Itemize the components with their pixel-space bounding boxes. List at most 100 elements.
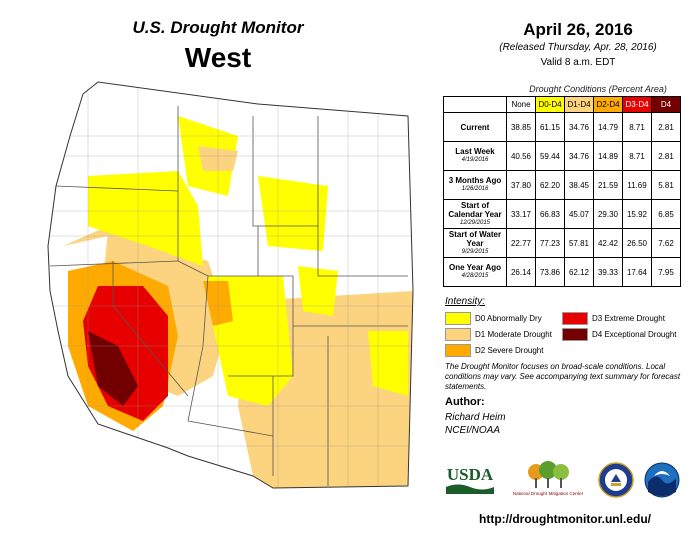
release-date: (Released Thursday, Apr. 28, 2016): [499, 42, 657, 53]
table-cell: 37.80: [506, 170, 536, 200]
author-org: NCEI/NOAA: [445, 425, 501, 436]
col-header: D4: [651, 96, 681, 113]
table-cell: 73.86: [535, 257, 565, 287]
legend-swatch: [445, 328, 471, 341]
table-cell: 42.42: [593, 228, 623, 258]
table-cell: 38.85: [506, 112, 536, 142]
legend-item-d0: D0 Abnormally Dry: [445, 312, 542, 325]
monitor-title: U.S. Drought Monitor: [132, 18, 304, 37]
legend-item-d4: D4 Exceptional Drought: [562, 328, 677, 341]
monitor-note: The Drought Monitor focuses on broad-sca…: [445, 362, 681, 391]
table-cell: 33.17: [506, 199, 536, 229]
table-cell: 5.81: [651, 170, 681, 200]
d0-oregon-area: [88, 171, 203, 266]
row-label: Start of Calendar Year 12/29/2015: [443, 199, 507, 229]
col-header: D0-D4: [535, 96, 565, 113]
table-cell: 40.56: [506, 141, 536, 171]
region-title: West: [184, 42, 252, 73]
legend-item-d3: D3 Extreme Drought: [562, 312, 665, 325]
row-label: Current: [443, 112, 507, 142]
table-cell: 15.92: [622, 199, 652, 229]
d0-colorado-area: [298, 266, 338, 316]
author-block: Richard Heim NCEI/NOAA: [445, 411, 506, 437]
table-row: Current 38.85 61.15 34.76 14.79 8.71 2.8…: [443, 112, 681, 142]
table-cell: 14.79: [593, 112, 623, 142]
table-cell: 11.69: [622, 170, 652, 200]
table-cell: 62.12: [564, 257, 594, 287]
table-cell: 34.76: [564, 112, 594, 142]
usda-logo-field: [446, 484, 494, 494]
table-cell: 77.23: [535, 228, 565, 258]
row-label: Start of Water Year 9/29/2015: [443, 228, 507, 258]
legend-item-d2: D2 Severe Drought: [445, 344, 543, 357]
table-cell: 6.85: [651, 199, 681, 229]
usda-logo-text: USDA: [447, 465, 494, 484]
d4-california-area: [88, 331, 138, 406]
author-heading: Author:: [445, 396, 485, 408]
drought-map: [47, 81, 414, 489]
table-row: 3 Months Ago 1/26/2016 37.80 62.20 38.45 …: [443, 170, 681, 200]
table-cell: 29.30: [593, 199, 623, 229]
conditions-table: None D0-D4 D1-D4 D2-D4 D3-D4 D4 Current …: [443, 96, 681, 287]
table-cell: 26.14: [506, 257, 536, 287]
website-link[interactable]: http://droughtmonitor.unl.edu/: [479, 512, 651, 526]
legend-item-d1: D1 Moderate Drought: [445, 328, 552, 341]
table-cell: 66.83: [535, 199, 565, 229]
table-cell: 7.95: [651, 257, 681, 287]
table-cell: 26.50: [622, 228, 652, 258]
table-cell: 14.89: [593, 141, 623, 171]
legend-label: D1 Moderate Drought: [475, 330, 552, 339]
map-date: April 26, 2016: [523, 20, 633, 39]
map-outline: [47, 81, 414, 489]
author-name: Richard Heim: [445, 412, 506, 423]
usda-logo: USDA: [446, 465, 494, 494]
col-header: D3-D4: [622, 96, 652, 113]
table-cell: 61.15: [535, 112, 565, 142]
table-cell: 45.07: [564, 199, 594, 229]
table-row: One Year Ago 4/28/2015 26.14 73.86 62.12 …: [443, 257, 681, 287]
noaa-logo-icon: [644, 462, 680, 498]
d0-oklahoma-area: [368, 331, 408, 396]
ndmc-tree-icon: [539, 461, 557, 479]
row-label: Last Week 4/19/2016: [443, 141, 507, 171]
table-row: Start of Calendar Year 12/29/2015 33.17 6…: [443, 199, 681, 229]
conditions-table-title: Drought Conditions (Percent Area): [529, 84, 667, 94]
table-cell: 59.44: [535, 141, 565, 171]
commerce-seal-icon: [598, 462, 634, 498]
ndmc-logo-text: National Drought Mitigation Center: [513, 491, 584, 496]
table-cell: 62.20: [535, 170, 565, 200]
table-cell: 57.81: [564, 228, 594, 258]
table-cell: 8.71: [622, 141, 652, 171]
col-header: D2-D4: [593, 96, 623, 113]
table-corner: [443, 96, 507, 113]
table-cell: 2.81: [651, 141, 681, 171]
legend-label: D3 Extreme Drought: [592, 314, 665, 323]
col-header: D1-D4: [564, 96, 594, 113]
legend-swatch: [445, 344, 471, 357]
table-cell: 38.45: [564, 170, 594, 200]
valid-time: Valid 8 a.m. EDT: [540, 57, 616, 68]
table-cell: 21.59: [593, 170, 623, 200]
legend-title: Intensity:: [445, 296, 486, 307]
table-cell: 34.76: [564, 141, 594, 171]
row-label: One Year Ago 4/28/2015: [443, 257, 507, 287]
legend-swatch: [562, 312, 588, 325]
legend-label: D4 Exceptional Drought: [592, 330, 677, 339]
d0-wyoming-area: [258, 176, 328, 251]
table-cell: 39.33: [593, 257, 623, 287]
legend-swatch: [445, 312, 471, 325]
table-cell: 7.62: [651, 228, 681, 258]
ndmc-logo: National Drought Mitigation Center: [513, 461, 584, 496]
table-row: Last Week 4/19/2016 40.56 59.44 34.76 14.…: [443, 141, 681, 171]
table-cell: 22.77: [506, 228, 536, 258]
row-label: 3 Months Ago 1/26/2016: [443, 170, 507, 200]
col-header: None: [506, 96, 536, 113]
legend-label: D0 Abnormally Dry: [475, 314, 542, 323]
table-cell: 2.81: [651, 112, 681, 142]
table-row: Start of Water Year 9/29/2015 22.77 77.23…: [443, 228, 681, 258]
table-cell: 17.64: [622, 257, 652, 287]
legend-swatch: [562, 328, 588, 341]
legend-label: D2 Severe Drought: [475, 346, 544, 355]
table-cell: 8.71: [622, 112, 652, 142]
ndmc-tree-icon: [553, 464, 569, 480]
